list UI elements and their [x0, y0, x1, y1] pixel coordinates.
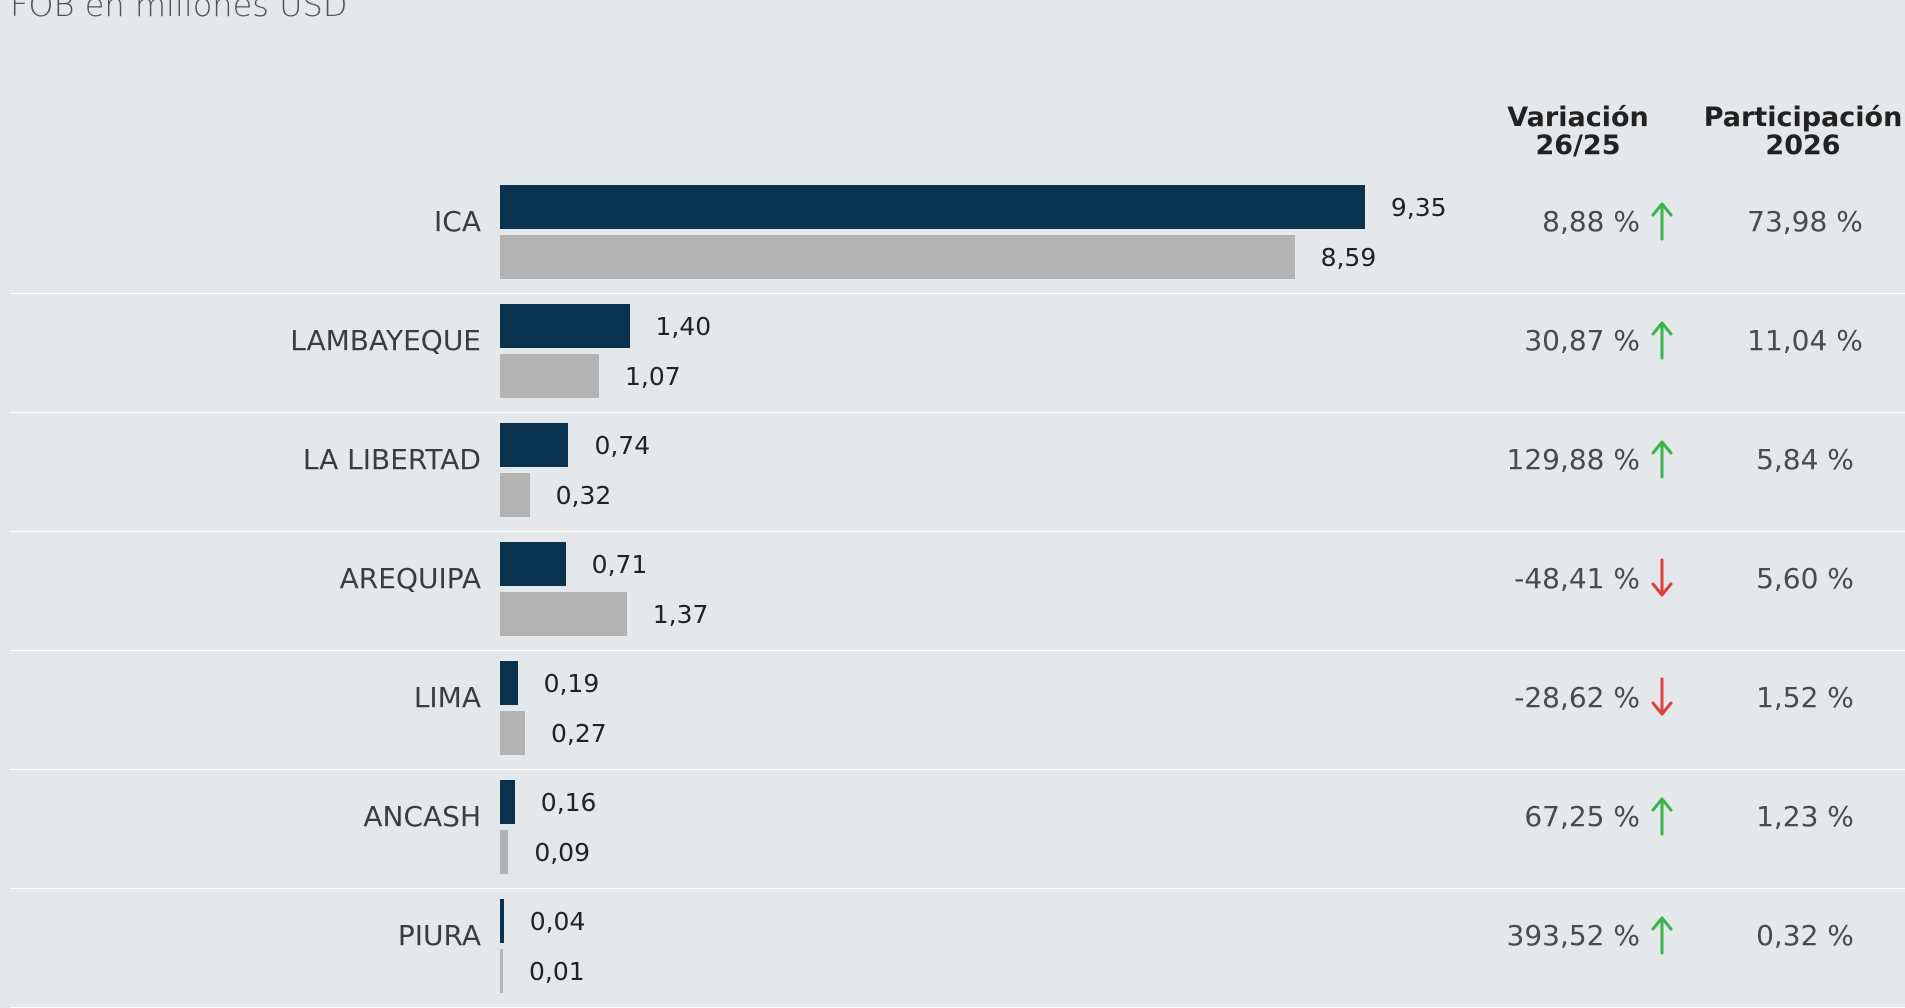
region-label: ICA: [434, 205, 481, 238]
variation-header-line1: Variación: [1507, 102, 1649, 133]
bar-previous: [500, 592, 627, 636]
variation-column-header: Variación 26/25: [1478, 104, 1678, 160]
chart-rows: ICA 9,35 8,59 8,88 % 73,98 % LAMBAYEQUE 1,40 1,…: [0, 175, 1905, 1008]
arrow-up-icon: [1651, 202, 1673, 241]
data-label-current: 0,04: [529, 907, 586, 936]
data-label-current: 1,40: [655, 312, 712, 341]
data-label-previous: 1,37: [652, 600, 709, 629]
region-label: LIMA: [413, 681, 481, 714]
data-label-previous: 0,27: [550, 719, 607, 748]
region-label: AREQUIPA: [339, 562, 481, 595]
bar-previous: [500, 830, 509, 874]
share-value: 5,60 %: [1756, 562, 1854, 595]
table-row: ICA 9,35 8,59 8,88 % 73,98 %: [0, 175, 1905, 294]
bar-previous: [500, 473, 530, 517]
bar-current: [500, 304, 630, 348]
table-row: LIMA 0,19 0,27 -28,62 % 1,52 %: [0, 651, 1905, 770]
table-row: PIURA 0,04 0,01 393,52 % 0,32 %: [0, 889, 1905, 1008]
arrow-down-icon: [1651, 677, 1673, 716]
data-label-current: 9,35: [1390, 193, 1447, 222]
bar-current: [500, 899, 504, 943]
bar-previous: [500, 711, 525, 755]
bar-previous: [500, 235, 1295, 279]
variation-header-line2: 26/25: [1535, 130, 1621, 161]
data-label-current: 0,19: [543, 669, 600, 698]
variation-value: 8,88 %: [1542, 205, 1640, 238]
row-divider: [10, 531, 1905, 532]
row-divider: [10, 293, 1905, 294]
share-header-line1: Participación: [1703, 102, 1903, 133]
bar-current: [500, 661, 518, 705]
arrow-down-icon: [1651, 558, 1673, 597]
bar-previous: [500, 949, 503, 993]
row-divider: [10, 650, 1905, 651]
table-row: ANCASH 0,16 0,09 67,25 % 1,23 %: [0, 770, 1905, 889]
data-label-previous: 1,07: [624, 362, 681, 391]
variation-value: 67,25 %: [1524, 800, 1640, 833]
variation-value: -28,62 %: [1514, 681, 1640, 714]
share-value: 0,32 %: [1756, 919, 1854, 952]
data-label-current: 0,71: [591, 550, 648, 579]
share-header-line2: 2026: [1765, 130, 1841, 161]
data-label-current: 0,16: [540, 788, 597, 817]
bar-previous: [500, 354, 599, 398]
table-row: AREQUIPA 0,71 1,37 -48,41 % 5,60 %: [0, 532, 1905, 651]
arrow-up-icon: [1651, 916, 1673, 955]
bar-current: [500, 185, 1365, 229]
arrow-up-icon: [1651, 321, 1673, 360]
arrow-up-icon: [1651, 797, 1673, 836]
table-row: LAMBAYEQUE 1,40 1,07 30,87 % 11,04 %: [0, 294, 1905, 413]
row-divider: [10, 888, 1905, 889]
variation-value: 30,87 %: [1524, 324, 1640, 357]
region-label: LA LIBERTAD: [302, 443, 481, 476]
share-value: 1,23 %: [1756, 800, 1854, 833]
share-column-header: Participación 2026: [1703, 104, 1903, 160]
share-value: 5,84 %: [1756, 443, 1854, 476]
bar-current: [500, 423, 569, 467]
arrow-up-icon: [1651, 440, 1673, 479]
table-row: LA LIBERTAD 0,74 0,32 129,88 % 5,84 %: [0, 413, 1905, 532]
region-label: ANCASH: [363, 800, 481, 833]
row-divider: [10, 412, 1905, 413]
data-label-previous: 0,09: [534, 838, 590, 867]
data-label-current: 0,74: [594, 431, 651, 460]
data-label-previous: 0,32: [555, 481, 612, 510]
share-value: 73,98 %: [1747, 205, 1863, 238]
chart-subtitle: FOB en millones USD: [10, 0, 348, 24]
bar-current: [500, 780, 515, 824]
data-label-previous: 0,01: [529, 957, 585, 986]
row-divider: [10, 769, 1905, 770]
region-label: PIURA: [397, 919, 481, 952]
data-label-previous: 8,59: [1320, 243, 1377, 272]
variation-value: 129,88 %: [1506, 443, 1640, 476]
variation-value: -48,41 %: [1514, 562, 1640, 595]
share-value: 11,04 %: [1747, 324, 1863, 357]
bar-current: [500, 542, 566, 586]
region-label: LAMBAYEQUE: [290, 324, 481, 357]
variation-value: 393,52 %: [1506, 919, 1640, 952]
share-value: 1,52 %: [1756, 681, 1854, 714]
